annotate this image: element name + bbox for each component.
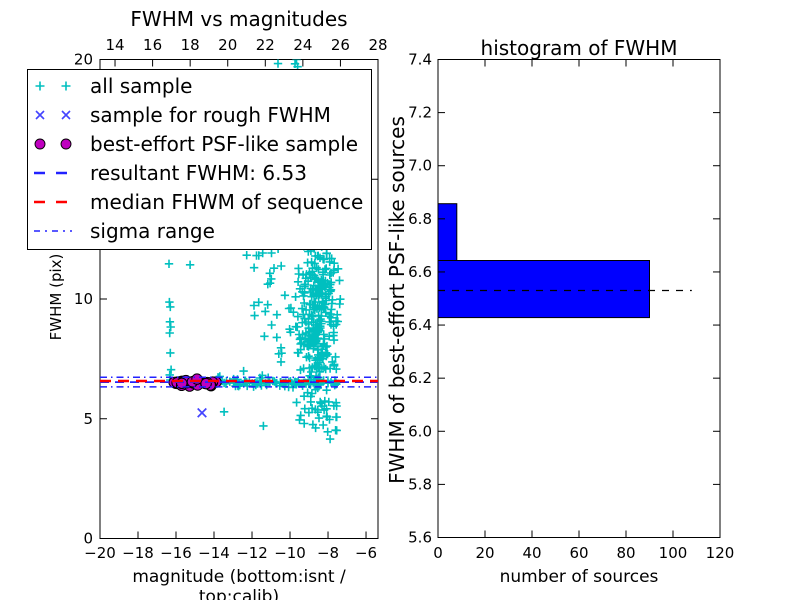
svg-text:−10: −10 (274, 544, 306, 562)
legend-label: sigma range (90, 218, 215, 243)
legend-item-median-fhwm: median FHWM of sequence (28, 188, 371, 217)
svg-text:24: 24 (293, 36, 312, 54)
svg-text:−12: −12 (236, 544, 268, 562)
svg-text:5: 5 (83, 410, 93, 428)
svg-text:40: 40 (522, 544, 541, 562)
svg-text:−20: −20 (84, 544, 116, 562)
svg-text:6.2: 6.2 (408, 369, 432, 387)
svg-text:6.4: 6.4 (408, 316, 432, 334)
plus-marker-icon (28, 76, 84, 96)
svg-text:0: 0 (83, 530, 93, 548)
svg-text:5.6: 5.6 (408, 529, 432, 547)
right-plot-title: histogram of FWHM (480, 36, 678, 60)
svg-text:6.8: 6.8 (408, 210, 432, 228)
circle-marker-icon (28, 134, 84, 154)
legend-item-psf-sample: best-effort PSF-like sample (28, 130, 371, 159)
left-plot-ylabel: FWHM (pix) (47, 253, 65, 341)
svg-text:7.4: 7.4 (408, 51, 432, 69)
x-marker-icon (28, 105, 84, 125)
legend-item-all-sample: all sample (28, 72, 371, 101)
legend-label: median FHWM of sequence (90, 190, 364, 214)
right-tick-labels: 0 20 40 60 80 100 120 5.6 5.8 6.0 6.2 6.4 6.6 6.8 7.0 7… (408, 51, 734, 563)
left-plot-xlabel: magnitude (bottom:isnt / top:calib) (132, 567, 346, 600)
left-axes (99, 59, 379, 539)
svg-text:−18: −18 (122, 544, 154, 562)
fwhm-threshold-lines (100, 376, 378, 388)
legend-item-rough-fwhm: sample for rough FWHM (28, 101, 371, 130)
legend-box: all sample sample for rough FWHM best-ef… (27, 69, 372, 250)
right-plot-xlabel: number of sources (499, 567, 659, 587)
svg-text:100: 100 (659, 544, 688, 562)
svg-text:−16: −16 (160, 544, 192, 562)
legend-item-resultant-fwhm: resultant FWHM: 6.53 (28, 159, 371, 188)
psf-sample-points (168, 373, 222, 392)
dashed-line-icon (28, 192, 84, 212)
svg-text:5.8: 5.8 (408, 475, 432, 493)
svg-text:7.0: 7.0 (408, 157, 432, 175)
legend-label: best-effort PSF-like sample (90, 132, 359, 157)
right-plot-ylabel: FWHM of best-effort PSF-like sources (385, 116, 409, 484)
legend-item-sigma-range: sigma range (28, 216, 371, 245)
svg-text:26: 26 (331, 36, 350, 54)
svg-text:20: 20 (74, 51, 93, 69)
svg-text:16: 16 (143, 36, 162, 54)
svg-text:6.6: 6.6 (408, 263, 432, 281)
svg-text:120: 120 (706, 544, 735, 562)
svg-text:−14: −14 (198, 544, 230, 562)
histogram-bars (437, 203, 650, 319)
svg-text:20: 20 (475, 544, 494, 562)
dashed-line-icon (28, 163, 84, 183)
svg-text:60: 60 (569, 544, 588, 562)
dashdot-line-icon (28, 221, 84, 241)
svg-text:7.2: 7.2 (408, 104, 432, 122)
svg-text:22: 22 (256, 36, 275, 54)
svg-text:80: 80 (616, 544, 635, 562)
svg-text:6.0: 6.0 (408, 422, 432, 440)
svg-text:28: 28 (368, 36, 387, 54)
legend-label: sample for rough FWHM (90, 103, 331, 128)
svg-text:−6: −6 (355, 544, 377, 562)
legend-label: all sample (90, 74, 193, 99)
svg-text:18: 18 (181, 36, 200, 54)
legend-label: resultant FWHM: 6.53 (90, 161, 307, 186)
right-axes (437, 59, 721, 538)
svg-text:0: 0 (433, 544, 443, 562)
svg-text:−8: −8 (317, 544, 339, 562)
rough-fwhm-points (197, 407, 207, 418)
svg-text:10: 10 (74, 290, 93, 308)
svg-text:14: 14 (105, 36, 124, 54)
left-plot-title: FWHM vs magnitudes (130, 7, 348, 31)
svg-text:20: 20 (218, 36, 237, 54)
